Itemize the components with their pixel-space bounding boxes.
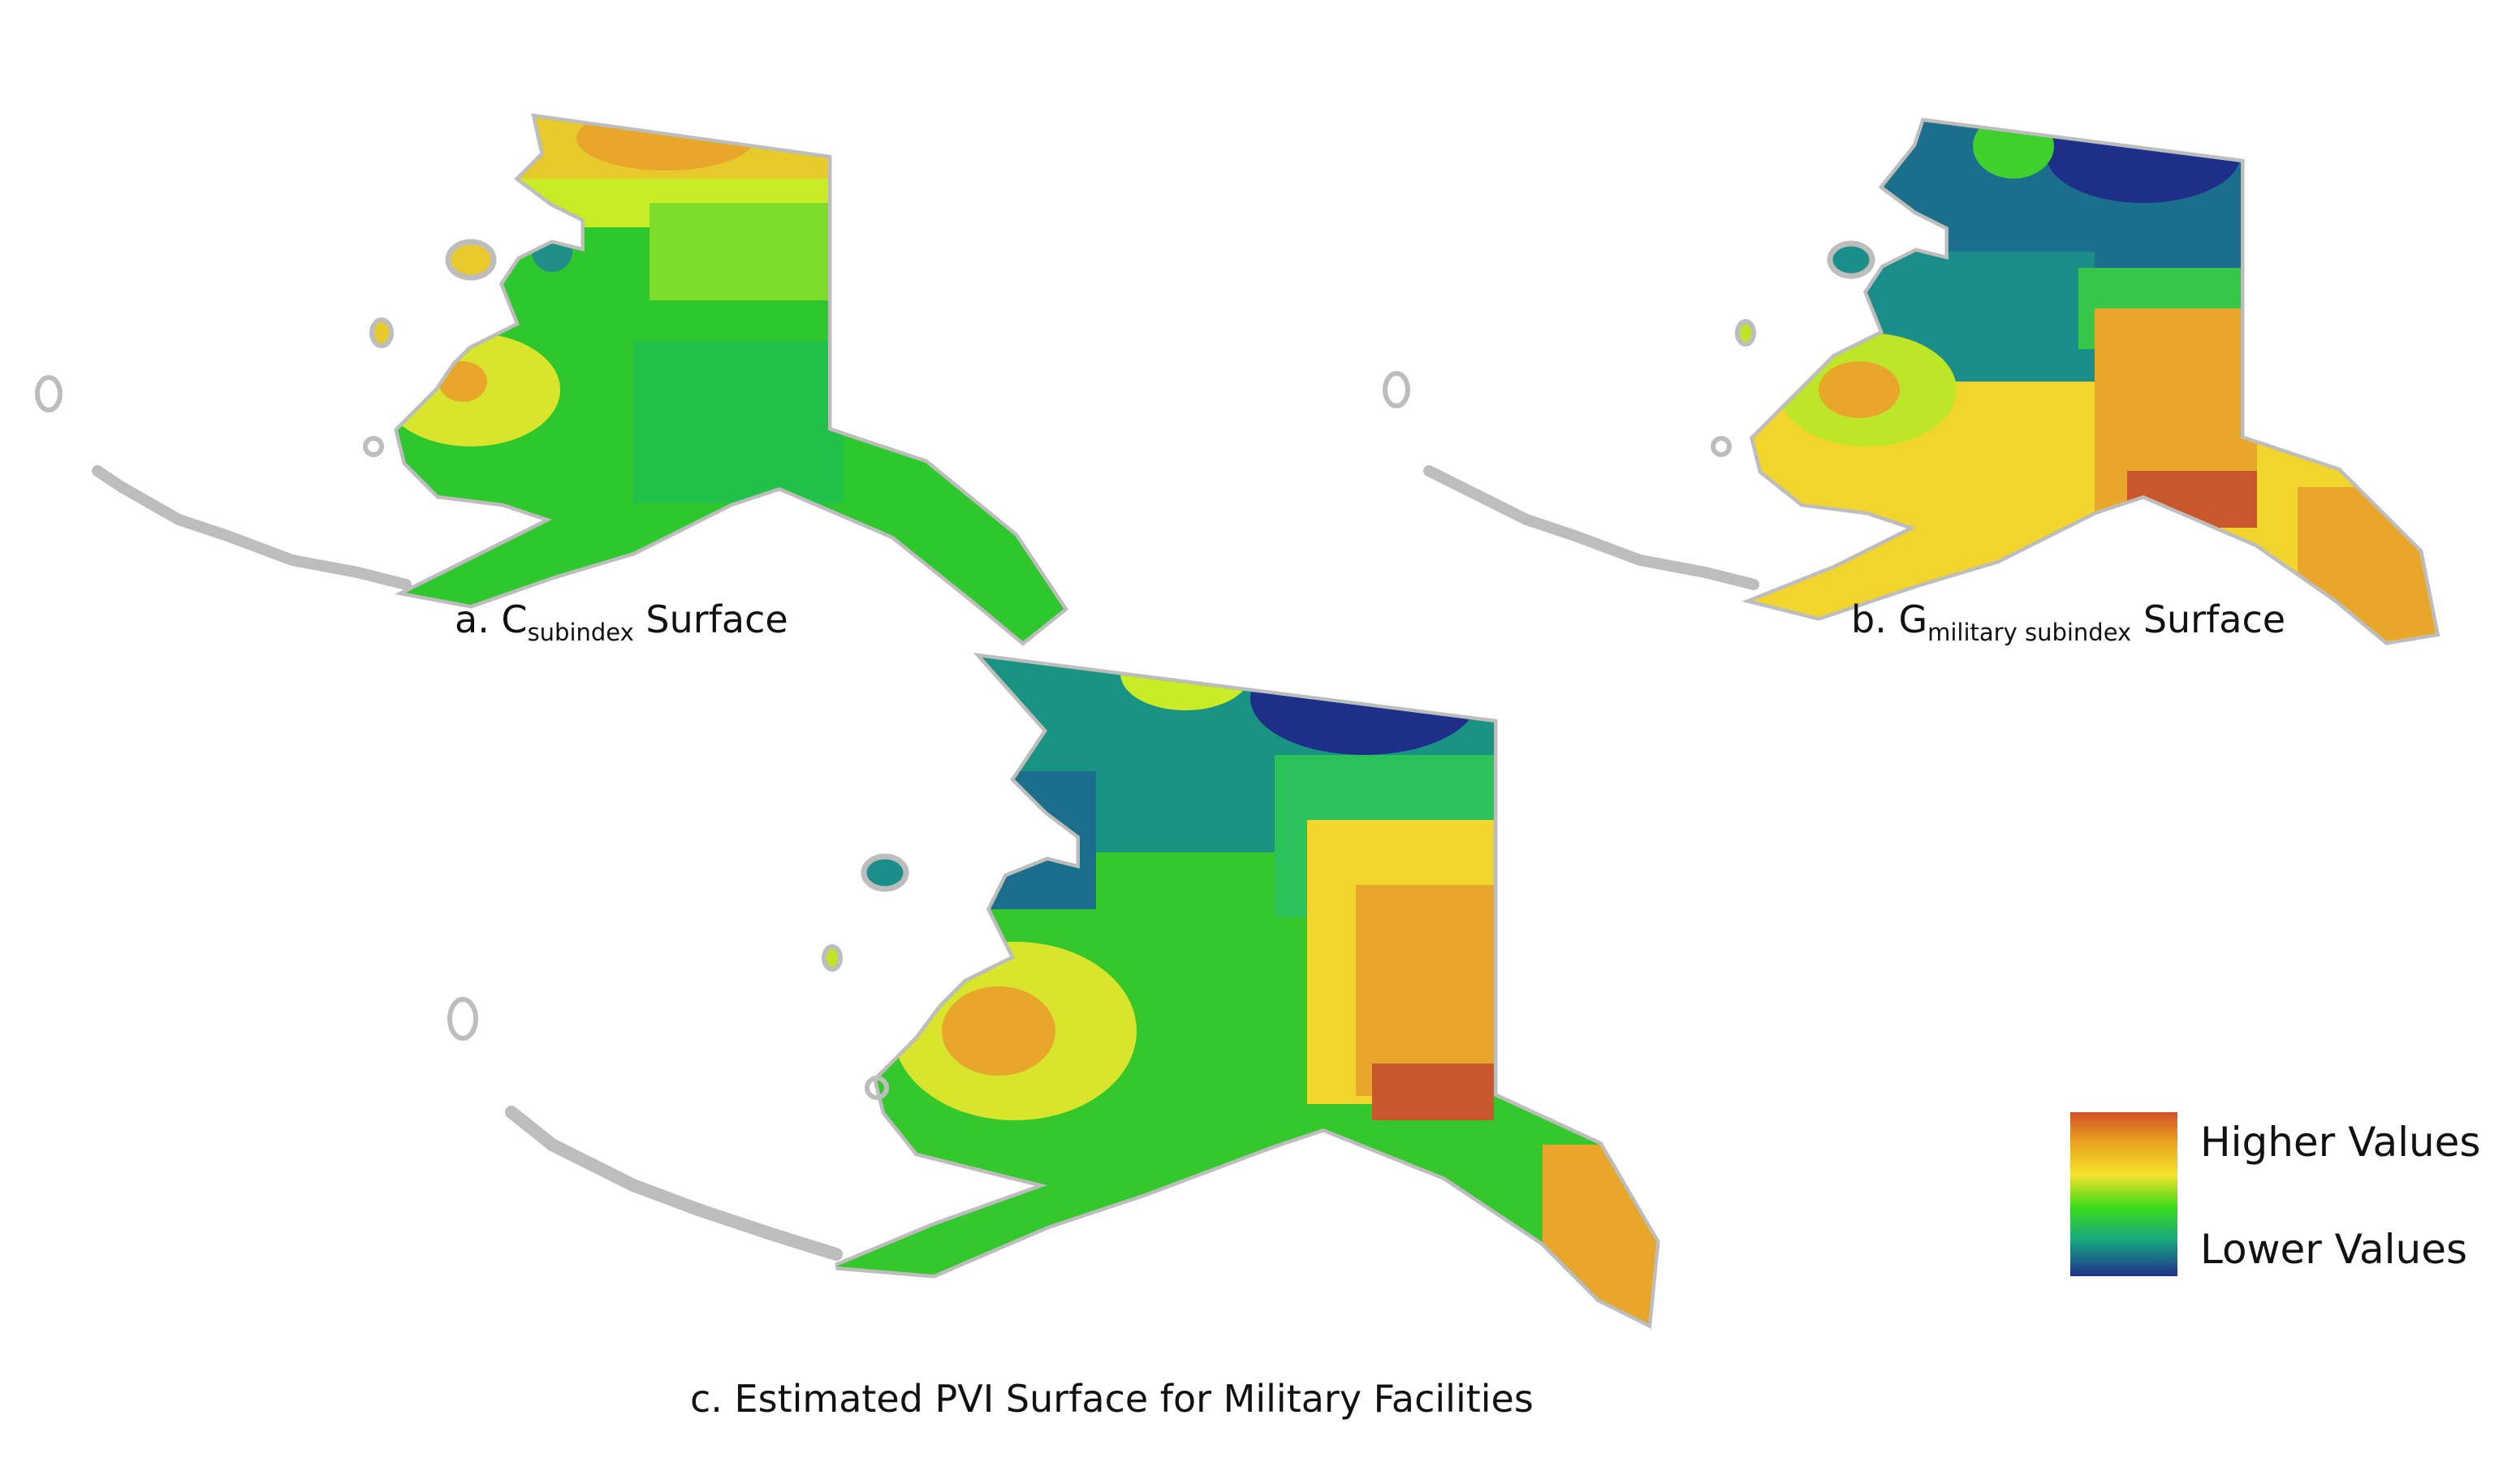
map-panel-c [430, 625, 1729, 1339]
caption-c: c. Estimated PVI Surface for Military Fa… [690, 1377, 1534, 1421]
alaska-estimated-pvi-surface [447, 653, 1660, 1329]
caption-b: b. Gmilitary subindex Surface [1851, 597, 2286, 646]
map-panel-b [1364, 65, 2452, 649]
legend-low-label: Lower Values [2200, 1226, 2468, 1273]
map-panel-a [16, 81, 1072, 649]
alaska-gmilitary-subindex-surface [1383, 118, 2440, 645]
alaska-csubindex-surface [35, 113, 1069, 646]
color-ramp-legend: Higher Values Lower Values [2070, 1112, 2492, 1283]
legend-high-label: Higher Values [2200, 1119, 2481, 1166]
legend-color-ramp [2070, 1112, 2177, 1276]
caption-a: a. Csubindex Surface [455, 597, 788, 646]
